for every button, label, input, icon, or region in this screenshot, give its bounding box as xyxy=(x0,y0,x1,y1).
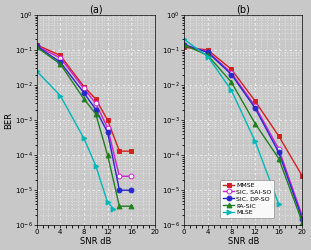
Line: MLSE: MLSE xyxy=(182,37,281,206)
MLSE xyxy=(277,203,281,206)
PA-SIC xyxy=(206,54,210,57)
SIC, SAI-SO xyxy=(277,148,281,150)
PA-SIC xyxy=(253,122,257,125)
SIC, DP-SO xyxy=(206,51,210,54)
SIC, DP-SO xyxy=(230,73,233,76)
MMSE xyxy=(300,175,304,178)
Line: PA-SIC: PA-SIC xyxy=(182,42,305,225)
SIC, DP-SO xyxy=(253,106,257,110)
SIC, DP-SO xyxy=(277,151,281,154)
Line: SIC, SAI-SO: SIC, SAI-SO xyxy=(182,42,305,219)
Y-axis label: BER: BER xyxy=(4,112,13,128)
MMSE xyxy=(206,48,210,51)
MMSE xyxy=(230,68,233,71)
PA-SIC xyxy=(182,44,186,46)
SIC, DP-SO xyxy=(182,44,186,46)
SIC, SAI-SO xyxy=(230,72,233,74)
MLSE xyxy=(182,38,186,41)
PA-SIC xyxy=(230,81,233,84)
MMSE xyxy=(277,134,281,138)
X-axis label: SNR dB: SNR dB xyxy=(228,237,259,246)
Line: SIC, DP-SO: SIC, DP-SO xyxy=(182,42,305,222)
MMSE xyxy=(253,100,257,102)
Legend: MMSE, SIC, SAI-SO, SIC, DP-SO, PA-SIC, MLSE: MMSE, SIC, SAI-SO, SIC, DP-SO, PA-SIC, M… xyxy=(220,180,274,218)
Title: (b): (b) xyxy=(236,4,250,14)
SIC, SAI-SO xyxy=(253,105,257,108)
Title: (a): (a) xyxy=(89,4,103,14)
X-axis label: SNR dB: SNR dB xyxy=(80,237,111,246)
SIC, SAI-SO xyxy=(300,215,304,218)
MLSE xyxy=(206,55,210,58)
MMSE xyxy=(182,46,186,49)
PA-SIC xyxy=(277,157,281,160)
SIC, DP-SO xyxy=(300,218,304,220)
Line: MMSE: MMSE xyxy=(182,45,305,179)
SIC, SAI-SO xyxy=(182,44,186,46)
SIC, SAI-SO xyxy=(206,50,210,53)
MLSE xyxy=(253,140,257,143)
PA-SIC xyxy=(300,221,304,224)
MLSE xyxy=(230,89,233,92)
